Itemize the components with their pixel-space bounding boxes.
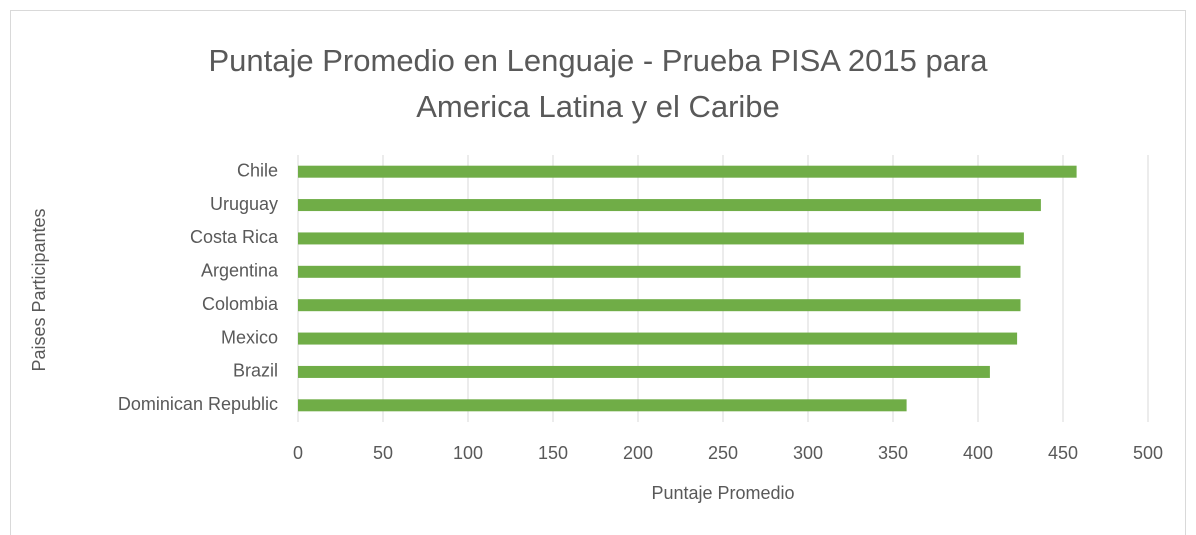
bar — [298, 399, 907, 412]
chart-title-box: Puntaje Promedio en Lenguaje - Prueba PI… — [0, 38, 1196, 130]
bar — [298, 199, 1041, 212]
bar — [298, 299, 1021, 312]
y-tick-label: Colombia — [202, 294, 279, 314]
x-tick-label: 250 — [708, 443, 738, 463]
x-tick-label: 200 — [623, 443, 653, 463]
y-tick-label: Mexico — [221, 327, 278, 347]
bar — [298, 332, 1018, 345]
bar — [298, 265, 1021, 278]
y-tick-label: Argentina — [201, 261, 279, 281]
y-tick-label: Dominican Republic — [118, 394, 278, 414]
x-axis-title: Puntaje Promedio — [651, 483, 794, 503]
y-tick-label: Chile — [237, 160, 278, 180]
x-tick-label: 300 — [793, 443, 823, 463]
x-tick-label: 400 — [963, 443, 993, 463]
y-tick-label: Uruguay — [210, 194, 278, 214]
x-tick-label: 350 — [878, 443, 908, 463]
bar — [298, 365, 990, 378]
x-tick-label: 150 — [538, 443, 568, 463]
y-axis-title: Paises Participantes — [29, 208, 49, 371]
chart-title: Puntaje Promedio en Lenguaje - Prueba PI… — [208, 43, 988, 124]
x-tick-label: 450 — [1048, 443, 1078, 463]
bar — [298, 165, 1077, 178]
x-tick-label: 100 — [453, 443, 483, 463]
y-tick-label: Brazil — [233, 361, 278, 381]
bar — [298, 232, 1024, 245]
y-tick-label: Costa Rica — [190, 227, 279, 247]
x-tick-label: 0 — [293, 443, 303, 463]
x-tick-label: 50 — [373, 443, 393, 463]
chart-border — [10, 10, 1186, 535]
x-tick-label: 500 — [1133, 443, 1163, 463]
